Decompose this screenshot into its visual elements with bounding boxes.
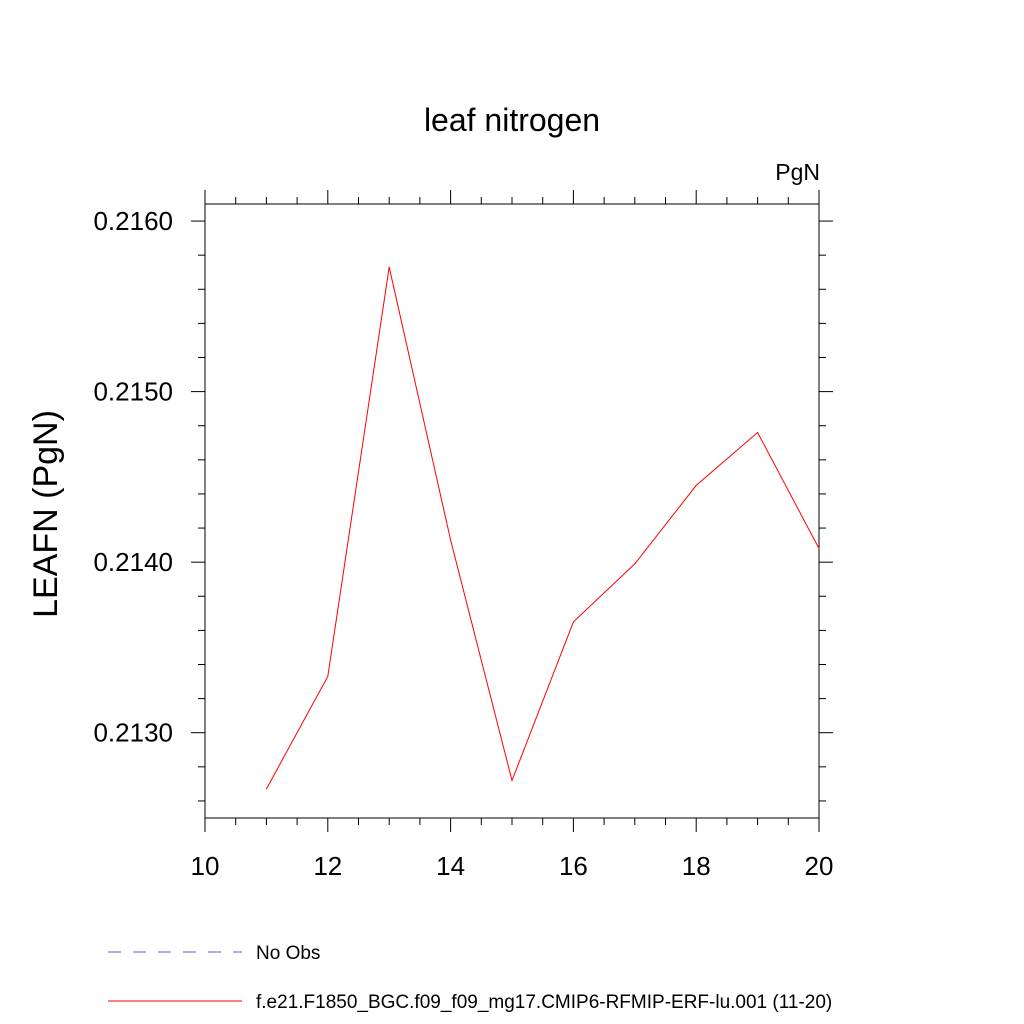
y-tick-label: 0.2150 <box>93 377 173 407</box>
data-point <box>572 621 574 623</box>
data-point <box>634 563 636 565</box>
legend-label-series: f.e21.F1850_BGC.f09_f09_mg17.CMIP6-RFMIP… <box>256 992 832 1013</box>
y-tick-label: 0.2140 <box>93 547 173 577</box>
x-tick-label: 18 <box>682 851 711 881</box>
legend-label-no-obs: No Obs <box>256 943 320 964</box>
x-tick-label: 10 <box>191 851 220 881</box>
x-tick-label: 12 <box>313 851 342 881</box>
x-tick-label: 14 <box>436 851 465 881</box>
data-point <box>265 788 267 790</box>
x-tick-label: 16 <box>559 851 588 881</box>
plot-frame <box>204 203 820 819</box>
y-tick-label: 0.2160 <box>93 206 173 236</box>
chart-title: leaf nitrogen <box>424 102 600 138</box>
x-tick-label: 20 <box>805 851 834 881</box>
units-label: PgN <box>775 159 820 185</box>
data-point <box>511 779 513 781</box>
data-point <box>695 484 697 486</box>
data-series <box>265 266 820 790</box>
data-point <box>757 432 759 434</box>
y-tick-label: 0.2130 <box>93 718 173 748</box>
series-line <box>265 266 820 790</box>
y-axis-label: LEAFN (PgN) <box>27 410 65 618</box>
legend: No Obs f.e21.F1850_BGC.f09_f09_mg17.CMIP… <box>108 943 832 1013</box>
axis-tick-labels: 10 12 14 16 18 20 0.2130 0.2140 0.2150 0.2160 <box>93 206 833 881</box>
axis-ticks <box>191 190 833 832</box>
data-point <box>327 675 329 677</box>
data-point <box>818 548 820 550</box>
data-point <box>450 539 452 541</box>
data-point <box>388 266 390 268</box>
